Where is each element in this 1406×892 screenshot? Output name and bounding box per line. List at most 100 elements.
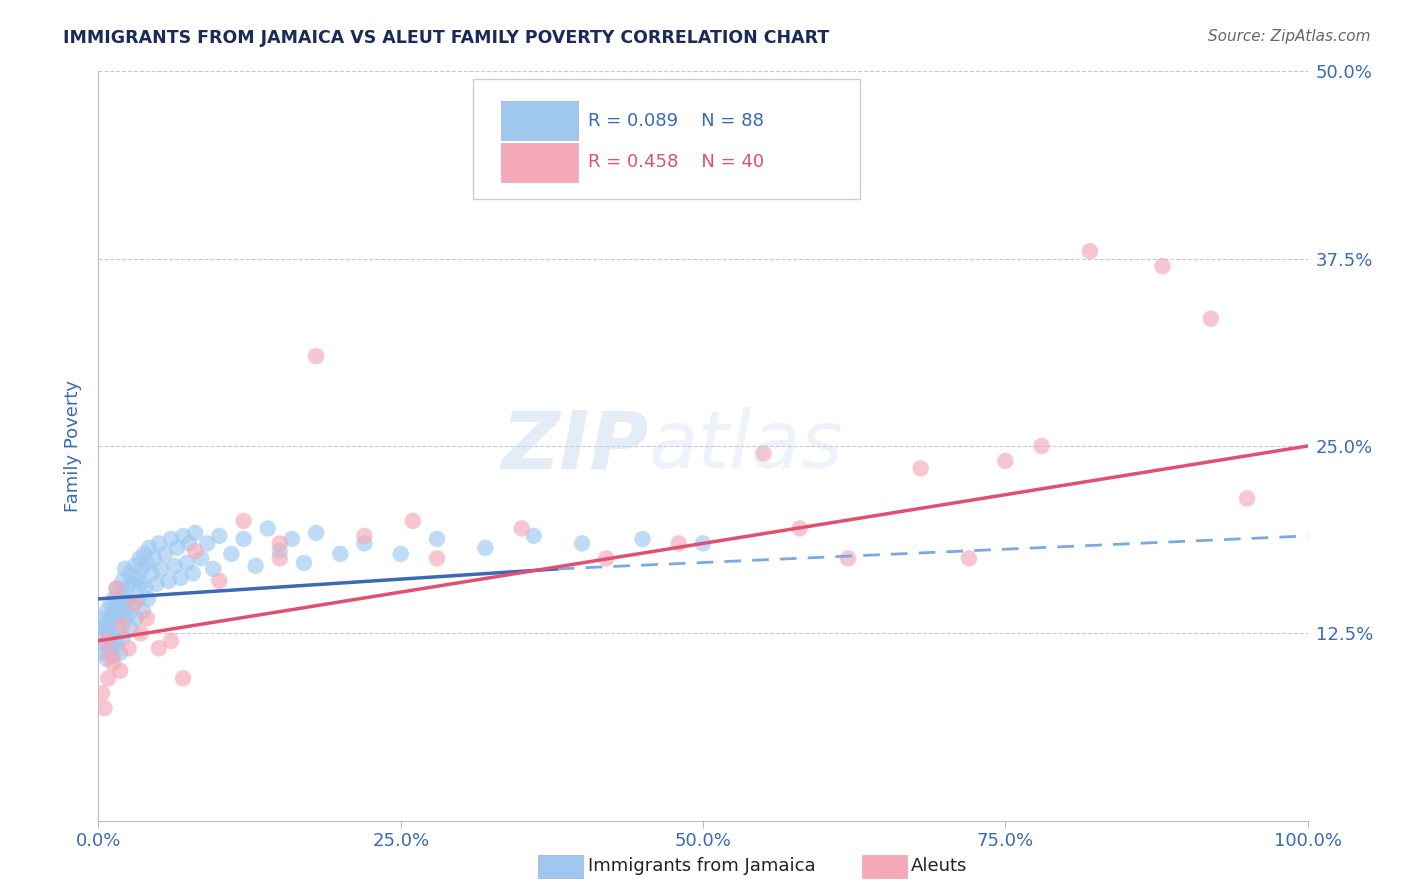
Point (100, 648, 122, 663)
Point (120, 622, 142, 636)
Point (232, 532, 254, 546)
Text: Aleuts: Aleuts (911, 857, 967, 875)
Point (110, 589, 132, 603)
Point (305, 349, 328, 363)
Point (692, 536, 714, 550)
Point (124, 596, 146, 610)
Point (166, 541, 188, 555)
Point (135, 556, 157, 570)
Point (118, 641, 141, 656)
Point (595, 551, 617, 566)
Text: R = 0.458    N = 40: R = 0.458 N = 40 (588, 153, 765, 171)
FancyBboxPatch shape (501, 102, 578, 140)
Point (96, 633, 118, 648)
Point (752, 446, 775, 460)
Point (101, 648, 124, 663)
Point (97, 615, 120, 630)
Text: atlas: atlas (648, 407, 844, 485)
Point (202, 562, 225, 576)
Point (138, 541, 160, 555)
Point (789, 521, 811, 535)
Point (101, 607, 124, 621)
Point (184, 544, 207, 558)
Point (103, 591, 125, 606)
Point (269, 551, 291, 566)
Point (169, 571, 191, 585)
Point (631, 532, 654, 546)
Point (172, 529, 194, 543)
Point (115, 591, 138, 606)
Point (402, 514, 425, 528)
Point (104, 600, 127, 615)
Point (523, 529, 546, 543)
Point (101, 657, 124, 671)
Point (127, 571, 149, 585)
Point (474, 541, 496, 555)
Point (910, 461, 932, 475)
Point (107, 622, 129, 636)
Point (190, 551, 212, 566)
Point (127, 591, 149, 606)
Point (124, 558, 146, 573)
Point (129, 626, 152, 640)
Point (105, 582, 128, 596)
Point (281, 532, 304, 546)
Point (269, 544, 291, 558)
Point (100, 596, 122, 610)
Point (93, 646, 115, 660)
Point (1236, 491, 1258, 506)
Point (1031, 439, 1053, 453)
Point (114, 562, 136, 576)
Point (141, 566, 163, 581)
Point (108, 596, 131, 610)
Point (256, 521, 278, 535)
Point (108, 646, 131, 660)
Point (94, 622, 117, 636)
Point (510, 521, 533, 535)
Point (160, 532, 183, 546)
Point (125, 611, 148, 625)
Point (172, 671, 194, 685)
Point (136, 591, 159, 606)
Point (122, 596, 145, 610)
Point (208, 574, 231, 588)
Point (98, 631, 121, 645)
Point (208, 529, 231, 543)
Point (994, 454, 1017, 468)
Point (1199, 311, 1222, 326)
Point (103, 633, 125, 648)
Point (957, 551, 980, 566)
Point (160, 633, 183, 648)
Point (837, 551, 859, 566)
Point (132, 604, 155, 618)
Point (91, 619, 114, 633)
Point (232, 514, 254, 528)
Text: R = 0.089    N = 88: R = 0.089 N = 88 (588, 112, 763, 130)
Point (105, 611, 128, 625)
Point (121, 577, 143, 591)
Point (111, 574, 134, 588)
Text: IMMIGRANTS FROM JAMAICA VS ALEUT FAMILY POVERTY CORRELATION CHART: IMMIGRANTS FROM JAMAICA VS ALEUT FAMILY … (63, 29, 830, 46)
Point (595, 132, 617, 146)
Point (305, 525, 328, 540)
Point (93, 701, 115, 715)
Point (195, 536, 218, 550)
Point (389, 547, 412, 561)
Point (150, 562, 173, 576)
Text: ZIP: ZIP (501, 407, 648, 485)
Point (118, 566, 141, 581)
Point (179, 536, 201, 550)
FancyBboxPatch shape (474, 78, 860, 199)
Point (571, 536, 593, 550)
Point (269, 536, 291, 550)
Point (148, 641, 170, 656)
Point (105, 582, 128, 596)
Point (91, 637, 114, 651)
Point (221, 547, 243, 561)
Point (176, 556, 198, 570)
Point (105, 637, 128, 651)
Y-axis label: Family Poverty: Family Poverty (65, 380, 83, 512)
Point (100, 641, 122, 656)
Point (353, 536, 375, 550)
Point (135, 582, 157, 596)
